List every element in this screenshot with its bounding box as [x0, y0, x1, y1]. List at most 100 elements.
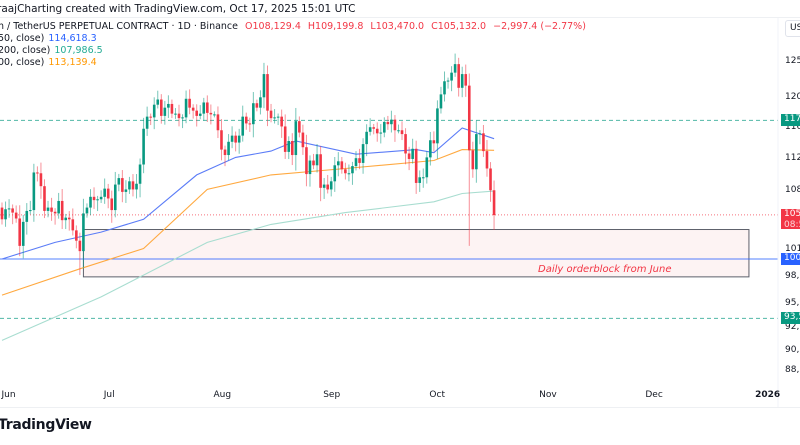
- candle-body: [368, 127, 372, 132]
- tradingview-logo: TradingView: [0, 417, 92, 433]
- high-value: H109,199.8: [307, 21, 364, 32]
- candle-body: [460, 74, 464, 88]
- candle-body: [25, 210, 29, 222]
- candle-body: [113, 184, 117, 211]
- candle-body: [383, 121, 386, 133]
- candle-body: [244, 116, 248, 124]
- candle-body: [223, 149, 227, 156]
- candle-body: [354, 158, 358, 167]
- candle-body: [344, 169, 347, 174]
- candle-body: [188, 98, 191, 108]
- candle-body: [337, 161, 340, 166]
- candle-body: [255, 103, 259, 108]
- price-tick-label: 112: [785, 152, 800, 163]
- ma50-value: 114,618.3: [48, 33, 97, 44]
- orderblock-zone: [82, 229, 750, 278]
- candle-body: [298, 121, 301, 133]
- time-tick-label: Jul: [103, 390, 115, 400]
- candle-body: [457, 64, 460, 88]
- candle-body: [89, 196, 92, 208]
- candle-body: [248, 123, 252, 125]
- candle-body: [407, 153, 411, 159]
- candle-body: [312, 160, 315, 166]
- candle-body: [283, 126, 287, 152]
- candle-body: [414, 148, 418, 183]
- candle-body: [14, 212, 18, 219]
- ma100-legend[interactable]: 00, close) 113,139.4: [0, 57, 101, 68]
- candle-body: [170, 103, 174, 114]
- candle-body: [103, 188, 106, 197]
- candle-body: [11, 208, 14, 213]
- price-tick-label: 125: [785, 56, 800, 66]
- candle-body: [64, 217, 68, 221]
- candle-body: [280, 116, 283, 127]
- currency-button[interactable]: USD: [785, 20, 800, 37]
- candle-body: [319, 154, 322, 188]
- candle-body: [262, 74, 266, 98]
- candle-body: [450, 72, 453, 81]
- candle-body: [308, 160, 312, 175]
- candle-body: [135, 183, 138, 190]
- candle-body: [198, 113, 202, 116]
- candle-body: [397, 130, 400, 132]
- candle-body: [53, 211, 57, 214]
- candle-body: [46, 207, 50, 211]
- candle-body: [149, 116, 152, 118]
- level-price-label: 100: [784, 253, 800, 264]
- candle-body: [206, 102, 209, 113]
- candle-body: [471, 150, 475, 170]
- candle-body: [237, 135, 241, 143]
- candle-body: [446, 80, 450, 82]
- candle-body: [358, 158, 361, 163]
- candle-body: [305, 147, 308, 175]
- candle-body: [234, 135, 237, 143]
- candle-body: [432, 140, 436, 144]
- candle-body: [429, 140, 432, 158]
- candle-body: [333, 165, 337, 182]
- candle-body: [145, 116, 149, 129]
- candle-body: [106, 188, 110, 199]
- candle-body: [301, 132, 305, 148]
- candle-body: [425, 157, 429, 178]
- candle-body: [386, 121, 390, 125]
- candle-body: [294, 121, 298, 156]
- candle-body: [418, 177, 422, 183]
- candle-body: [160, 99, 163, 116]
- candle-body: [290, 141, 294, 156]
- candle-body: [174, 113, 177, 115]
- candle-body: [71, 219, 75, 231]
- candle-body: [191, 107, 195, 111]
- candle-body: [340, 161, 344, 170]
- ma200-legend[interactable]: 200, close) 107,986.5: [0, 45, 107, 56]
- ma50-legend[interactable]: 50, close) 114,618.3: [0, 33, 101, 44]
- candle-body: [21, 221, 25, 246]
- ma200-label: 200, close): [0, 45, 51, 56]
- time-tick-label: Jun: [1, 390, 16, 400]
- candle-body: [36, 172, 39, 174]
- price-tick-label: 95,0: [785, 298, 800, 309]
- time-tick-label: 2026: [755, 390, 781, 400]
- candle-body: [4, 209, 7, 220]
- level-tag-0: 117: [781, 114, 800, 127]
- candle-body: [142, 128, 145, 165]
- candle-body: [7, 208, 11, 210]
- candle-body: [390, 119, 393, 125]
- candle-body: [181, 117, 184, 119]
- candle-body: [213, 114, 216, 116]
- candle-body: [453, 64, 457, 73]
- ma50-label: 50, close): [0, 33, 45, 44]
- symbol-name[interactable]: n / TetherUS PERPETUAL CONTRACT · 1D · B…: [0, 21, 238, 32]
- candle-body: [60, 200, 64, 221]
- price-tick-label: 98,0: [785, 270, 800, 281]
- candle-body: [92, 196, 96, 201]
- candle-body: [39, 173, 43, 187]
- candle-body: [29, 210, 32, 212]
- price-tick-label: 92,5: [785, 321, 800, 332]
- price-tick-label: 101: [785, 244, 800, 255]
- time-tick-label: Dec: [645, 390, 663, 400]
- candle-body: [67, 217, 71, 220]
- candle-body: [43, 186, 46, 211]
- candle-body: [230, 135, 234, 142]
- candle-body: [273, 117, 276, 119]
